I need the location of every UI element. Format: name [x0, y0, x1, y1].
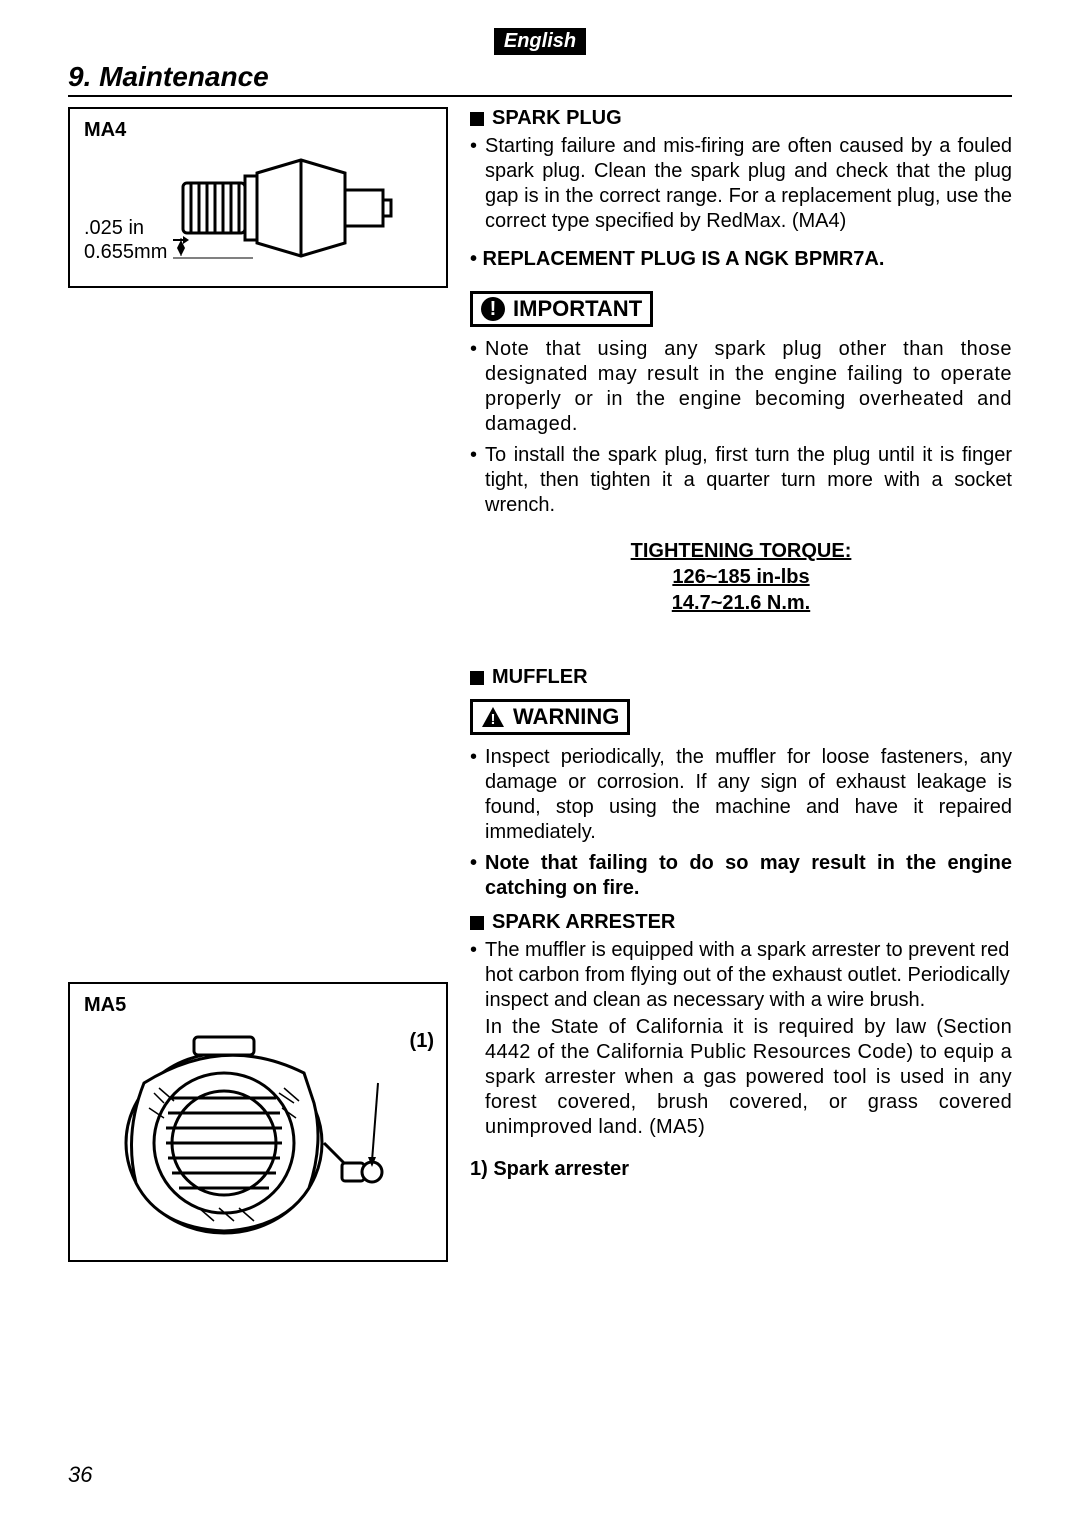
heading-spark-arrester-text: SPARK ARRESTER [492, 911, 675, 934]
gap-mm: 0.655mm [84, 241, 167, 263]
spark-plug-icon [173, 148, 393, 268]
figure-ma5: MA5 (1) [68, 982, 448, 1262]
page-number: 36 [68, 1462, 92, 1488]
right-column: SPARK PLUG • Starting failure and mis-fi… [470, 107, 1012, 1262]
warning-bullet-2: • Note that failing to do so may result … [470, 851, 1012, 901]
spark-arrester-text-wrap: The muffler is equipped with a spark arr… [485, 938, 1012, 1140]
heading-muffler-text: MUFFLER [492, 666, 588, 689]
section-name: Maintenance [99, 61, 269, 92]
exclamation-circle-icon: ! [481, 297, 505, 321]
figure-ma4: MA4 .025 in 0.655mm [68, 107, 448, 288]
replacement-plug-note: • REPLACEMENT PLUG IS A NGK BPMR7A. [470, 248, 1012, 271]
left-column: MA4 .025 in 0.655mm [68, 107, 448, 1262]
heading-spark-plug-text: SPARK PLUG [492, 107, 622, 130]
spark-arrester-legend: 1) Spark arrester [470, 1158, 1012, 1181]
figure-ma4-gap: .025 in 0.655mm [84, 216, 167, 264]
important-label: IMPORTANT [513, 296, 642, 322]
figure-ma5-label: MA5 [84, 994, 432, 1017]
language-tag: English [494, 28, 586, 55]
warning-bullet-1: • Inspect periodically, the muffler for … [470, 745, 1012, 845]
bullet-dot-icon: • [470, 134, 477, 234]
bullet-dot-icon: • [470, 337, 477, 437]
warning-label: WARNING [513, 704, 619, 730]
section-number: 9. [68, 61, 91, 92]
spark-arrester-bullet: • The muffler is equipped with a spark a… [470, 938, 1012, 1140]
section-title: 9. Maintenance [68, 61, 1012, 97]
heading-spark-plug: SPARK PLUG [470, 107, 1012, 130]
svg-text:!: ! [491, 711, 496, 728]
figure-ma5-callout: (1) [410, 1030, 434, 1053]
spark-arrester-text-1: The muffler is equipped with a spark arr… [485, 939, 1010, 1011]
heading-muffler: MUFFLER [470, 666, 1012, 689]
torque-line1: TIGHTENING TORQUE: [631, 540, 852, 562]
square-bullet-icon [470, 112, 484, 126]
bullet-dot-icon: • [470, 745, 477, 845]
warning-text-2: Note that failing to do so may result in… [485, 851, 1012, 901]
important-text-1: Note that using any spark plug other tha… [485, 337, 1012, 437]
warning-text-1: Inspect periodically, the muffler for lo… [485, 745, 1012, 845]
bullet-dot-icon: • [470, 938, 477, 1140]
spark-arrester-extra: In the State of California it is require… [485, 1015, 1012, 1140]
gap-in: .025 in [84, 217, 144, 239]
spark-plug-bullet: • Starting failure and mis-firing are of… [470, 134, 1012, 234]
engine-icon [84, 1023, 414, 1243]
bullet-dot-icon: • [470, 443, 477, 518]
spark-plug-text: Starting failure and mis-firing are ofte… [485, 134, 1012, 234]
important-bullet-1: • Note that using any spark plug other t… [470, 337, 1012, 437]
warning-box: ! WARNING [470, 699, 630, 735]
warning-triangle-icon: ! [481, 706, 505, 728]
page-columns: MA4 .025 in 0.655mm [68, 107, 1012, 1262]
language-tag-row: English [68, 28, 1012, 55]
heading-spark-arrester: SPARK ARRESTER [470, 911, 1012, 934]
bullet-dot-icon: • [470, 851, 477, 901]
figure-ma4-label: MA4 [84, 119, 432, 142]
square-bullet-icon [470, 671, 484, 685]
important-box: ! IMPORTANT [470, 291, 653, 327]
important-text-2: To install the spark plug, first turn th… [485, 443, 1012, 518]
torque-spec: TIGHTENING TORQUE: 126~185 in-lbs 14.7~2… [470, 538, 1012, 616]
torque-line3: 14.7~21.6 N.m. [672, 592, 810, 614]
important-bullet-2: • To install the spark plug, first turn … [470, 443, 1012, 518]
torque-line2: 126~185 in-lbs [672, 566, 809, 588]
square-bullet-icon [470, 916, 484, 930]
